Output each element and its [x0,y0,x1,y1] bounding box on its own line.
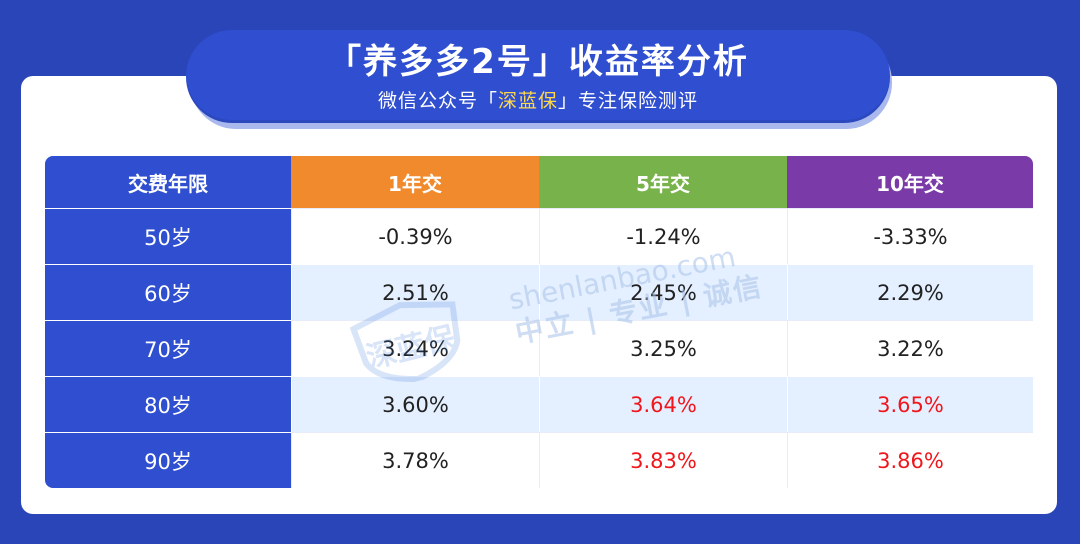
age-cell: 80岁 [45,376,291,432]
watermark-logo-text: 深蓝保 [363,320,460,376]
subtitle-brand: 深蓝保 [497,90,558,112]
value-cell-highlighted: 3.64% [539,376,787,432]
shield-logo-watermark: 深蓝保 [349,301,461,382]
age-cell: 70岁 [45,320,291,376]
header-cell-10yr: 10年交 [787,156,1033,208]
value-cell: 2.29% [787,264,1033,320]
value-cell: 3.60% [291,376,539,432]
table-header-row: 交费年限 1年交 5年交 10年交 [45,156,1033,208]
header-cell-5yr: 5年交 [539,156,787,208]
age-cell: 50岁 [45,208,291,264]
header-cell-payment-term: 交费年限 [45,156,291,208]
value-cell-highlighted: 3.65% [787,376,1033,432]
header-cell-1yr: 1年交 [291,156,539,208]
value-cell: 2.51% [291,264,539,320]
value-cell: 3.78% [291,432,539,488]
page-subtitle: 微信公众号「深蓝保」专注保险测评 [186,88,890,114]
title-banner: 「养多多2号」收益率分析 微信公众号「深蓝保」专注保险测评 [186,30,890,123]
age-cell: 90岁 [45,432,291,488]
value-cell: 2.45% [539,264,787,320]
table-row: 80岁 3.60% 3.64% 3.65% [45,376,1033,432]
value-cell: -3.33% [787,208,1033,264]
table-row: 70岁 3.24% 3.25% 3.22% [45,320,1033,376]
subtitle-suffix: 」专注保险测评 [558,90,699,112]
age-cell: 60岁 [45,264,291,320]
value-cell-highlighted: 3.86% [787,432,1033,488]
table-row: 60岁 2.51% 2.45% 2.29% [45,264,1033,320]
value-cell-highlighted: 3.83% [539,432,787,488]
subtitle-prefix: 微信公众号「 [377,90,498,112]
value-cell: 3.24% [291,320,539,376]
return-rate-table: 交费年限 1年交 5年交 10年交 50岁 -0.39% -1.24% -3.3… [45,156,1033,488]
table-row: 50岁 -0.39% -1.24% -3.33% [45,208,1033,264]
value-cell: -1.24% [539,208,787,264]
table-row: 90岁 3.78% 3.83% 3.86% [45,432,1033,488]
value-cell: 3.22% [787,320,1033,376]
value-cell: -0.39% [291,208,539,264]
page-title: 「养多多2号」收益率分析 [327,42,749,82]
value-cell: 3.25% [539,320,787,376]
